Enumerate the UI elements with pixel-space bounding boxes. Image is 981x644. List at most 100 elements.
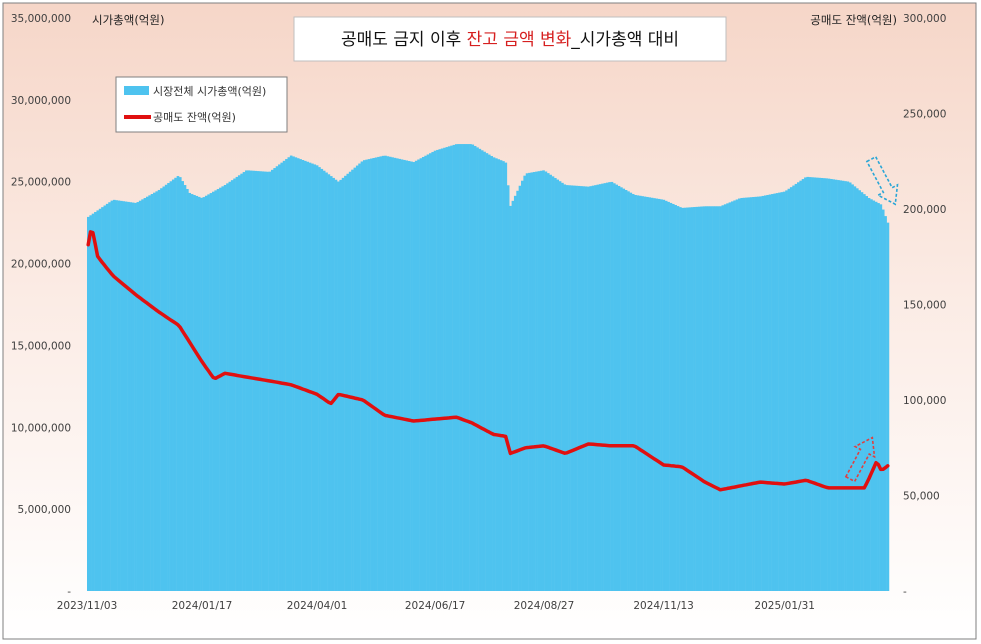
market-cap-bar (745, 197, 748, 591)
x-tick-label: 2023/11/03 (57, 600, 118, 612)
market-cap-bar (405, 160, 409, 592)
market-cap-bar (157, 189, 161, 591)
market-cap-bar (820, 177, 824, 592)
market-cap-bar (294, 157, 298, 591)
market-cap-bar (799, 180, 802, 591)
market-cap-bar (443, 147, 446, 591)
market-cap-bar (738, 198, 741, 591)
market-cap-bar (504, 162, 508, 592)
market-cap-bar (450, 145, 453, 591)
market-cap-bar (273, 168, 276, 592)
market-cap-bar (145, 196, 149, 591)
market-cap-bar (112, 199, 116, 591)
x-tick-label: 2024/04/01 (287, 600, 348, 612)
market-cap-bar (544, 171, 548, 591)
market-cap-bar (620, 187, 623, 591)
market-cap-bar (794, 183, 798, 592)
market-cap-bar (195, 195, 199, 591)
market-cap-bar (815, 177, 819, 591)
market-cap-bar (171, 179, 175, 591)
market-cap-bar (844, 181, 847, 591)
market-cap-bar (801, 179, 805, 591)
right-axis-title: 공매도 잔액(억원) (810, 13, 897, 27)
market-cap-bar (693, 207, 696, 591)
market-cap-bar (131, 202, 135, 591)
market-cap-bar (403, 159, 406, 591)
market-cap-bar (886, 222, 890, 591)
market-cap-bar (881, 209, 885, 592)
market-cap-bar (872, 200, 876, 592)
market-cap-bar (344, 175, 347, 591)
market-cap-bar (528, 172, 531, 591)
market-cap-bar (256, 171, 260, 591)
market-cap-bar (778, 192, 781, 591)
market-cap-bar (627, 191, 630, 591)
market-cap-bar (117, 200, 121, 592)
market-cap-bar (773, 193, 777, 591)
market-cap-bar (613, 183, 616, 591)
market-cap-bar (223, 185, 227, 591)
market-cap-bar (759, 196, 762, 591)
market-cap-bar (700, 206, 703, 591)
market-cap-bar (565, 185, 569, 591)
market-cap-bar (407, 161, 411, 591)
market-cap-bar (629, 192, 633, 591)
market-cap-bar (636, 195, 640, 591)
y-left-tick-label: 25,000,000 (11, 177, 71, 189)
market-cap-bar (235, 176, 239, 591)
market-cap-bar (756, 196, 760, 591)
market-cap-bar (464, 144, 468, 591)
market-cap-bar (353, 167, 357, 591)
y-right-tick-label: 100,000 (903, 395, 946, 407)
right-axis-ticks: - 50,000 100,000 150,000 200,000 250,000 300,0… (903, 13, 946, 598)
x-tick-label: 2024/06/17 (405, 600, 466, 612)
x-tick-label: 2025/01/31 (754, 600, 815, 612)
market-cap-bar (292, 156, 295, 591)
legend-label-market-cap: 시장전체 시가총액(억원) (153, 85, 266, 98)
market-cap-bar (511, 200, 515, 592)
market-cap-bar (877, 203, 880, 591)
market-cap-bar (193, 195, 196, 591)
market-cap-bar (398, 158, 401, 591)
market-cap-bar (322, 170, 326, 591)
market-cap-bar (329, 176, 333, 592)
market-cap-bar (723, 204, 727, 591)
market-cap-bar (653, 198, 656, 591)
market-cap-bar (617, 185, 621, 591)
market-cap-bar (219, 187, 222, 591)
market-cap-bar (733, 200, 736, 591)
market-cap-bar (311, 163, 314, 592)
market-cap-bar (763, 195, 767, 591)
market-cap-bar (230, 180, 234, 591)
market-cap-bar (884, 216, 887, 591)
market-cap-bar (445, 147, 449, 591)
market-cap-bar (367, 159, 371, 591)
market-cap-bar (584, 186, 588, 591)
market-cap-bar (575, 185, 578, 591)
market-cap-bar (858, 190, 861, 592)
market-cap-bar (688, 207, 692, 592)
legend-swatch-market-cap (124, 86, 149, 95)
market-cap-bar (707, 206, 710, 591)
market-cap-bar (603, 183, 607, 591)
market-cap-bar (523, 175, 526, 591)
market-cap-bar (587, 186, 590, 592)
x-tick-label: 2024/01/17 (172, 600, 233, 612)
market-cap-bar (202, 197, 206, 591)
market-cap-bar (657, 198, 661, 591)
market-cap-bar (421, 156, 425, 592)
market-cap-bar (608, 182, 611, 591)
market-cap-bar (466, 144, 470, 591)
market-cap-bar (775, 193, 779, 591)
market-cap-bar (433, 150, 437, 591)
market-cap-bar (127, 201, 130, 591)
market-cap-bar (143, 198, 147, 591)
market-cap-bar (855, 188, 859, 591)
market-cap-bar (275, 166, 279, 591)
market-cap-bar (749, 197, 753, 591)
market-cap-bar (221, 186, 225, 591)
market-cap-bar (150, 194, 154, 591)
market-cap-bar (391, 157, 394, 591)
market-cap-bar (806, 176, 810, 591)
